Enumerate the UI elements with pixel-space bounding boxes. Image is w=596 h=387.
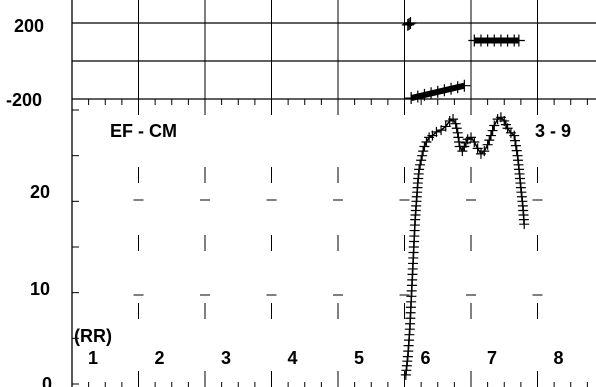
bottom-ytick-20: 20 — [30, 182, 50, 202]
axis-labels: 1 2 3 4 5 6 7 8 — [88, 348, 564, 368]
bottom-point-43 — [417, 150, 428, 161]
column-label-6: 6 — [420, 348, 430, 368]
bottom-ytick-0: 0 — [42, 374, 52, 387]
axis-note: (RR) — [74, 326, 112, 346]
column-label-8: 8 — [553, 348, 563, 368]
bottom-point-81 — [510, 135, 521, 146]
column-label-4: 4 — [287, 348, 297, 368]
data-marks — [400, 17, 530, 380]
bottom-point-49 — [431, 126, 442, 137]
bottom-point-69 — [482, 139, 493, 150]
bottom-ytick-10: 10 — [30, 279, 50, 299]
bottom-point-71 — [485, 130, 496, 141]
bottom-point-44 — [418, 146, 429, 157]
bottom-point-80 — [509, 130, 520, 141]
bottom-point-53 — [448, 114, 459, 125]
bottom-point-65 — [469, 136, 480, 147]
panel-right-label: 3 - 9 — [535, 121, 571, 141]
bottom-point-70 — [484, 135, 495, 146]
bottom-point-41 — [415, 159, 426, 170]
bottom-point-46 — [421, 136, 432, 147]
bottom-point-57 — [453, 132, 464, 143]
bottom-point-58 — [454, 136, 465, 147]
column-label-3: 3 — [221, 348, 231, 368]
bottom-point-42 — [416, 155, 427, 166]
tick-marks — [71, 99, 588, 387]
top-band-1 — [410, 82, 466, 101]
panel-title: EF - CM — [110, 121, 177, 141]
top-ytick-200: 200 — [14, 16, 44, 36]
bottom-point-54 — [450, 118, 461, 129]
top-ytick-neg200: -200 — [6, 90, 42, 110]
bottom-point-73 — [489, 120, 500, 131]
bottom-point-56 — [452, 127, 463, 138]
bottom-point-99 — [519, 219, 530, 230]
bottom-point-66 — [472, 143, 483, 154]
gridlines — [71, 0, 596, 387]
bottom-point-40 — [414, 164, 425, 175]
bottom-point-82 — [510, 140, 521, 151]
bottom-point-55 — [451, 123, 462, 134]
column-label-7: 7 — [487, 348, 497, 368]
bottom-point-72 — [487, 125, 498, 136]
bottom-point-45 — [419, 141, 430, 152]
bottom-point-68 — [479, 146, 490, 157]
top-band-0 — [406, 20, 413, 28]
bottom-point-83 — [511, 145, 522, 156]
column-label-5: 5 — [354, 348, 364, 368]
bottom-point-60 — [457, 146, 468, 157]
column-label-1: 1 — [88, 348, 98, 368]
column-label-2: 2 — [154, 348, 164, 368]
bottom-point-51 — [440, 121, 451, 132]
